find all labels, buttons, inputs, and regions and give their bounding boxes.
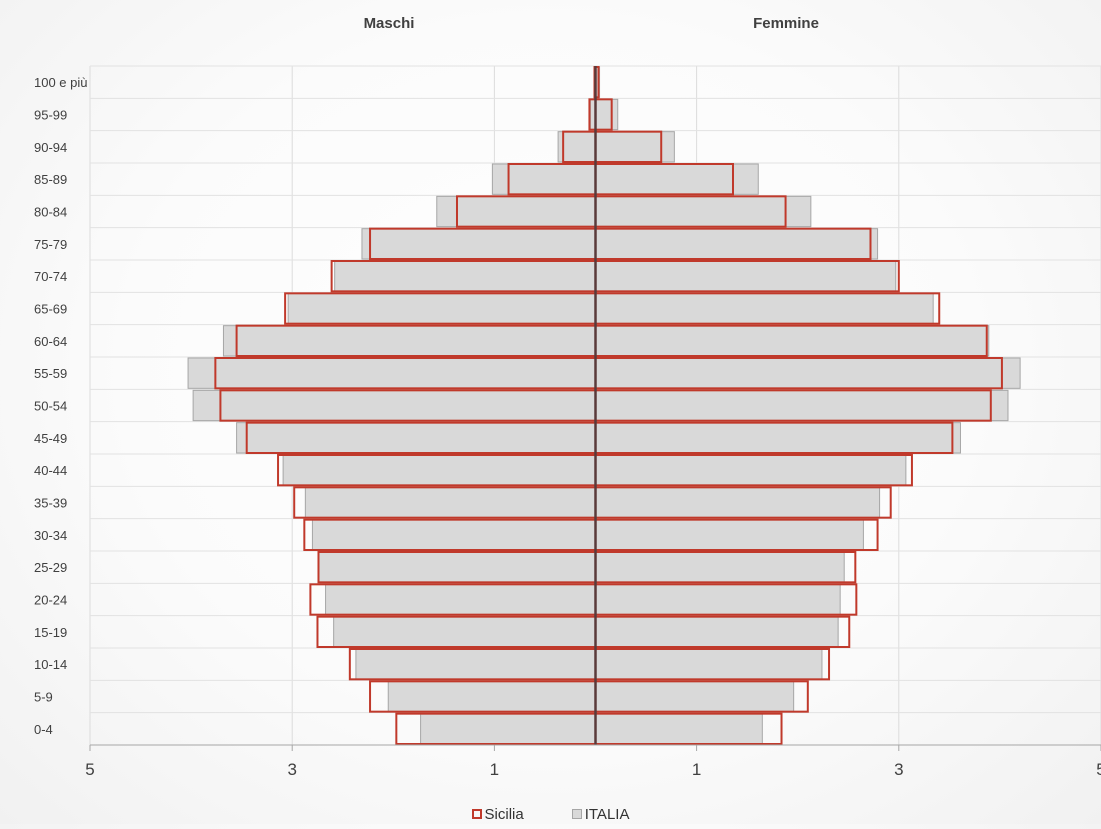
legend-swatch-italia bbox=[571, 809, 582, 819]
bar-italia-femmine bbox=[595, 357, 1021, 389]
category-label: 55-59 bbox=[34, 366, 67, 381]
legend-label-sicilia: Sicilia bbox=[484, 805, 524, 823]
bar-italia-femmine bbox=[595, 422, 961, 454]
bar-italia-femmine bbox=[595, 389, 1009, 422]
bar-italia-maschi bbox=[192, 389, 596, 422]
bar-italia-maschi bbox=[420, 713, 596, 745]
category-label: 45-49 bbox=[34, 431, 67, 446]
bar-italia-femmine bbox=[595, 519, 864, 551]
category-label: 80-84 bbox=[34, 205, 67, 220]
bar-italia-femmine bbox=[595, 228, 879, 260]
category-label: 35-39 bbox=[34, 496, 67, 511]
category-label: 70-74 bbox=[34, 269, 67, 284]
bar-italia-maschi bbox=[333, 616, 596, 648]
category-label: 75-79 bbox=[34, 237, 67, 252]
x-tick-label: 1 bbox=[692, 760, 701, 779]
bar-italia-femmine bbox=[595, 648, 823, 680]
x-tick-label: 3 bbox=[894, 760, 903, 779]
bar-italia-maschi bbox=[387, 680, 596, 713]
legend-label-italia: ITALIA bbox=[584, 805, 630, 823]
category-label: 15-19 bbox=[34, 625, 67, 640]
bar-italia-femmine bbox=[595, 292, 934, 325]
bar-italia-femmine bbox=[595, 551, 845, 583]
bar-italia-maschi bbox=[491, 163, 596, 195]
legend-item-sicilia: Sicilia bbox=[471, 805, 524, 823]
x-tick-label: 3 bbox=[287, 760, 296, 779]
bar-italia-femmine bbox=[595, 98, 619, 131]
bar-italia-femmine bbox=[595, 260, 897, 292]
category-label: 40-44 bbox=[34, 463, 67, 478]
bar-italia-maschi bbox=[361, 228, 597, 260]
category-label: 0-4 bbox=[34, 722, 53, 737]
header-femmine: Femmine bbox=[753, 15, 819, 32]
header-maschi: Maschi bbox=[364, 15, 415, 32]
category-label: 90-94 bbox=[34, 140, 67, 155]
bar-italia-femmine bbox=[595, 325, 990, 357]
category-label: 20-24 bbox=[34, 593, 67, 608]
x-tick-label: 5 bbox=[1096, 760, 1101, 779]
bar-italia-maschi bbox=[222, 325, 596, 357]
category-label: 50-54 bbox=[34, 399, 67, 414]
category-label: 100 e più bbox=[34, 75, 88, 90]
bar-italia-maschi bbox=[334, 260, 596, 292]
category-label: 95-99 bbox=[34, 108, 67, 123]
bar-italia-femmine bbox=[595, 131, 675, 163]
bar-italia-femmine bbox=[595, 195, 812, 228]
bar-italia-maschi bbox=[557, 131, 597, 163]
bar-italia-maschi bbox=[355, 648, 596, 680]
bar-italia-maschi bbox=[236, 422, 596, 454]
bar-italia-femmine bbox=[595, 713, 763, 745]
legend-swatch-sicilia bbox=[471, 809, 482, 819]
bar-italia-femmine bbox=[595, 616, 839, 648]
bar-italia-maschi bbox=[187, 357, 597, 389]
category-label: 10-14 bbox=[34, 657, 67, 672]
bar-italia-femmine bbox=[595, 454, 907, 486]
bar-italia-maschi bbox=[436, 195, 597, 228]
bar-italia-maschi bbox=[304, 486, 596, 519]
category-label: 85-89 bbox=[34, 172, 67, 187]
category-label: 30-34 bbox=[34, 528, 67, 543]
bar-italia-maschi bbox=[311, 519, 596, 551]
category-label: 65-69 bbox=[34, 302, 67, 317]
category-label: 25-29 bbox=[34, 560, 67, 575]
category-label: 60-64 bbox=[34, 334, 67, 349]
x-tick-label: 5 bbox=[85, 760, 94, 779]
category-label: 5-9 bbox=[34, 690, 53, 705]
x-tick-label: 1 bbox=[490, 760, 499, 779]
legend-item-italia: ITALIA bbox=[571, 805, 630, 823]
bar-italia-maschi bbox=[317, 551, 596, 583]
bar-italia-maschi bbox=[325, 583, 596, 616]
bar-italia-femmine bbox=[595, 583, 841, 616]
bar-italia-maschi bbox=[287, 292, 596, 325]
bar-italia-femmine bbox=[595, 680, 795, 713]
bar-italia-maschi bbox=[282, 454, 596, 486]
bar-italia-femmine bbox=[595, 486, 881, 519]
legend: Sicilia ITALIA bbox=[0, 804, 1101, 824]
